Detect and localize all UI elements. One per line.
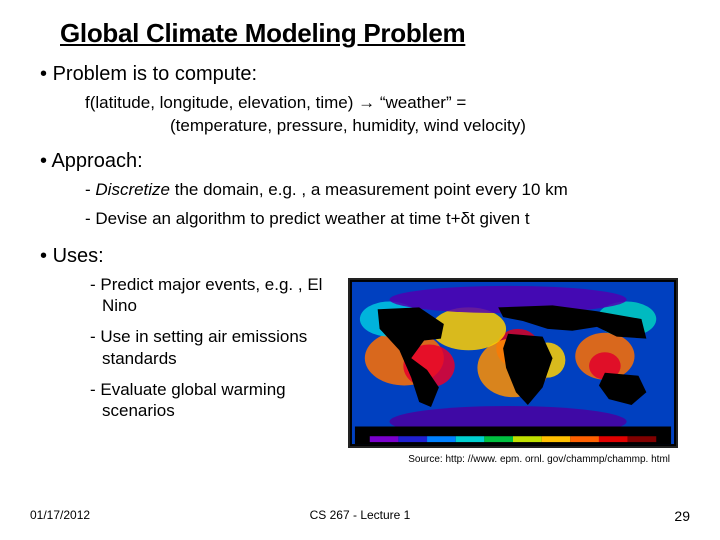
bullet-approach: Approach: [40, 150, 690, 173]
uses-list: Predict major events, e.g. , El Nino Use… [30, 274, 340, 432]
slide-title: Global Climate Modeling Problem [60, 18, 690, 49]
uses-item-3: Evaluate global warming scenarios [90, 379, 340, 422]
approach-item-2: Devise an algorithm to predict weather a… [85, 208, 690, 231]
approach-item-1-tail: the domain, e.g. , a measurement point e… [170, 180, 568, 199]
footer: 01/17/2012 CS 267 - Lecture 1 29 [30, 508, 690, 524]
bullet-compute-sub1: f(latitude, longitude, elevation, time) … [85, 92, 690, 115]
world-heatmap [348, 278, 678, 448]
bullet-compute-sub2: (temperature, pressure, humidity, wind v… [170, 115, 690, 138]
footer-center: CS 267 - Lecture 1 [310, 508, 411, 522]
uses-item-1: Predict major events, e.g. , El Nino [90, 274, 340, 317]
approach-item-1: Discretize the domain, e.g. , a measurem… [85, 179, 690, 202]
world-heatmap-svg [350, 280, 676, 446]
bullet-compute: Problem is to compute: [40, 63, 690, 86]
uses-item-2: Use in setting air emissions standards [90, 326, 340, 369]
footer-page-number: 29 [674, 508, 690, 524]
source-line: Source: http: //www. epm. ornl. gov/cham… [30, 454, 670, 465]
approach-item-1-italic: Discretize [95, 180, 170, 199]
footer-date: 01/17/2012 [30, 508, 90, 524]
bullet-uses: Uses: [40, 245, 690, 268]
